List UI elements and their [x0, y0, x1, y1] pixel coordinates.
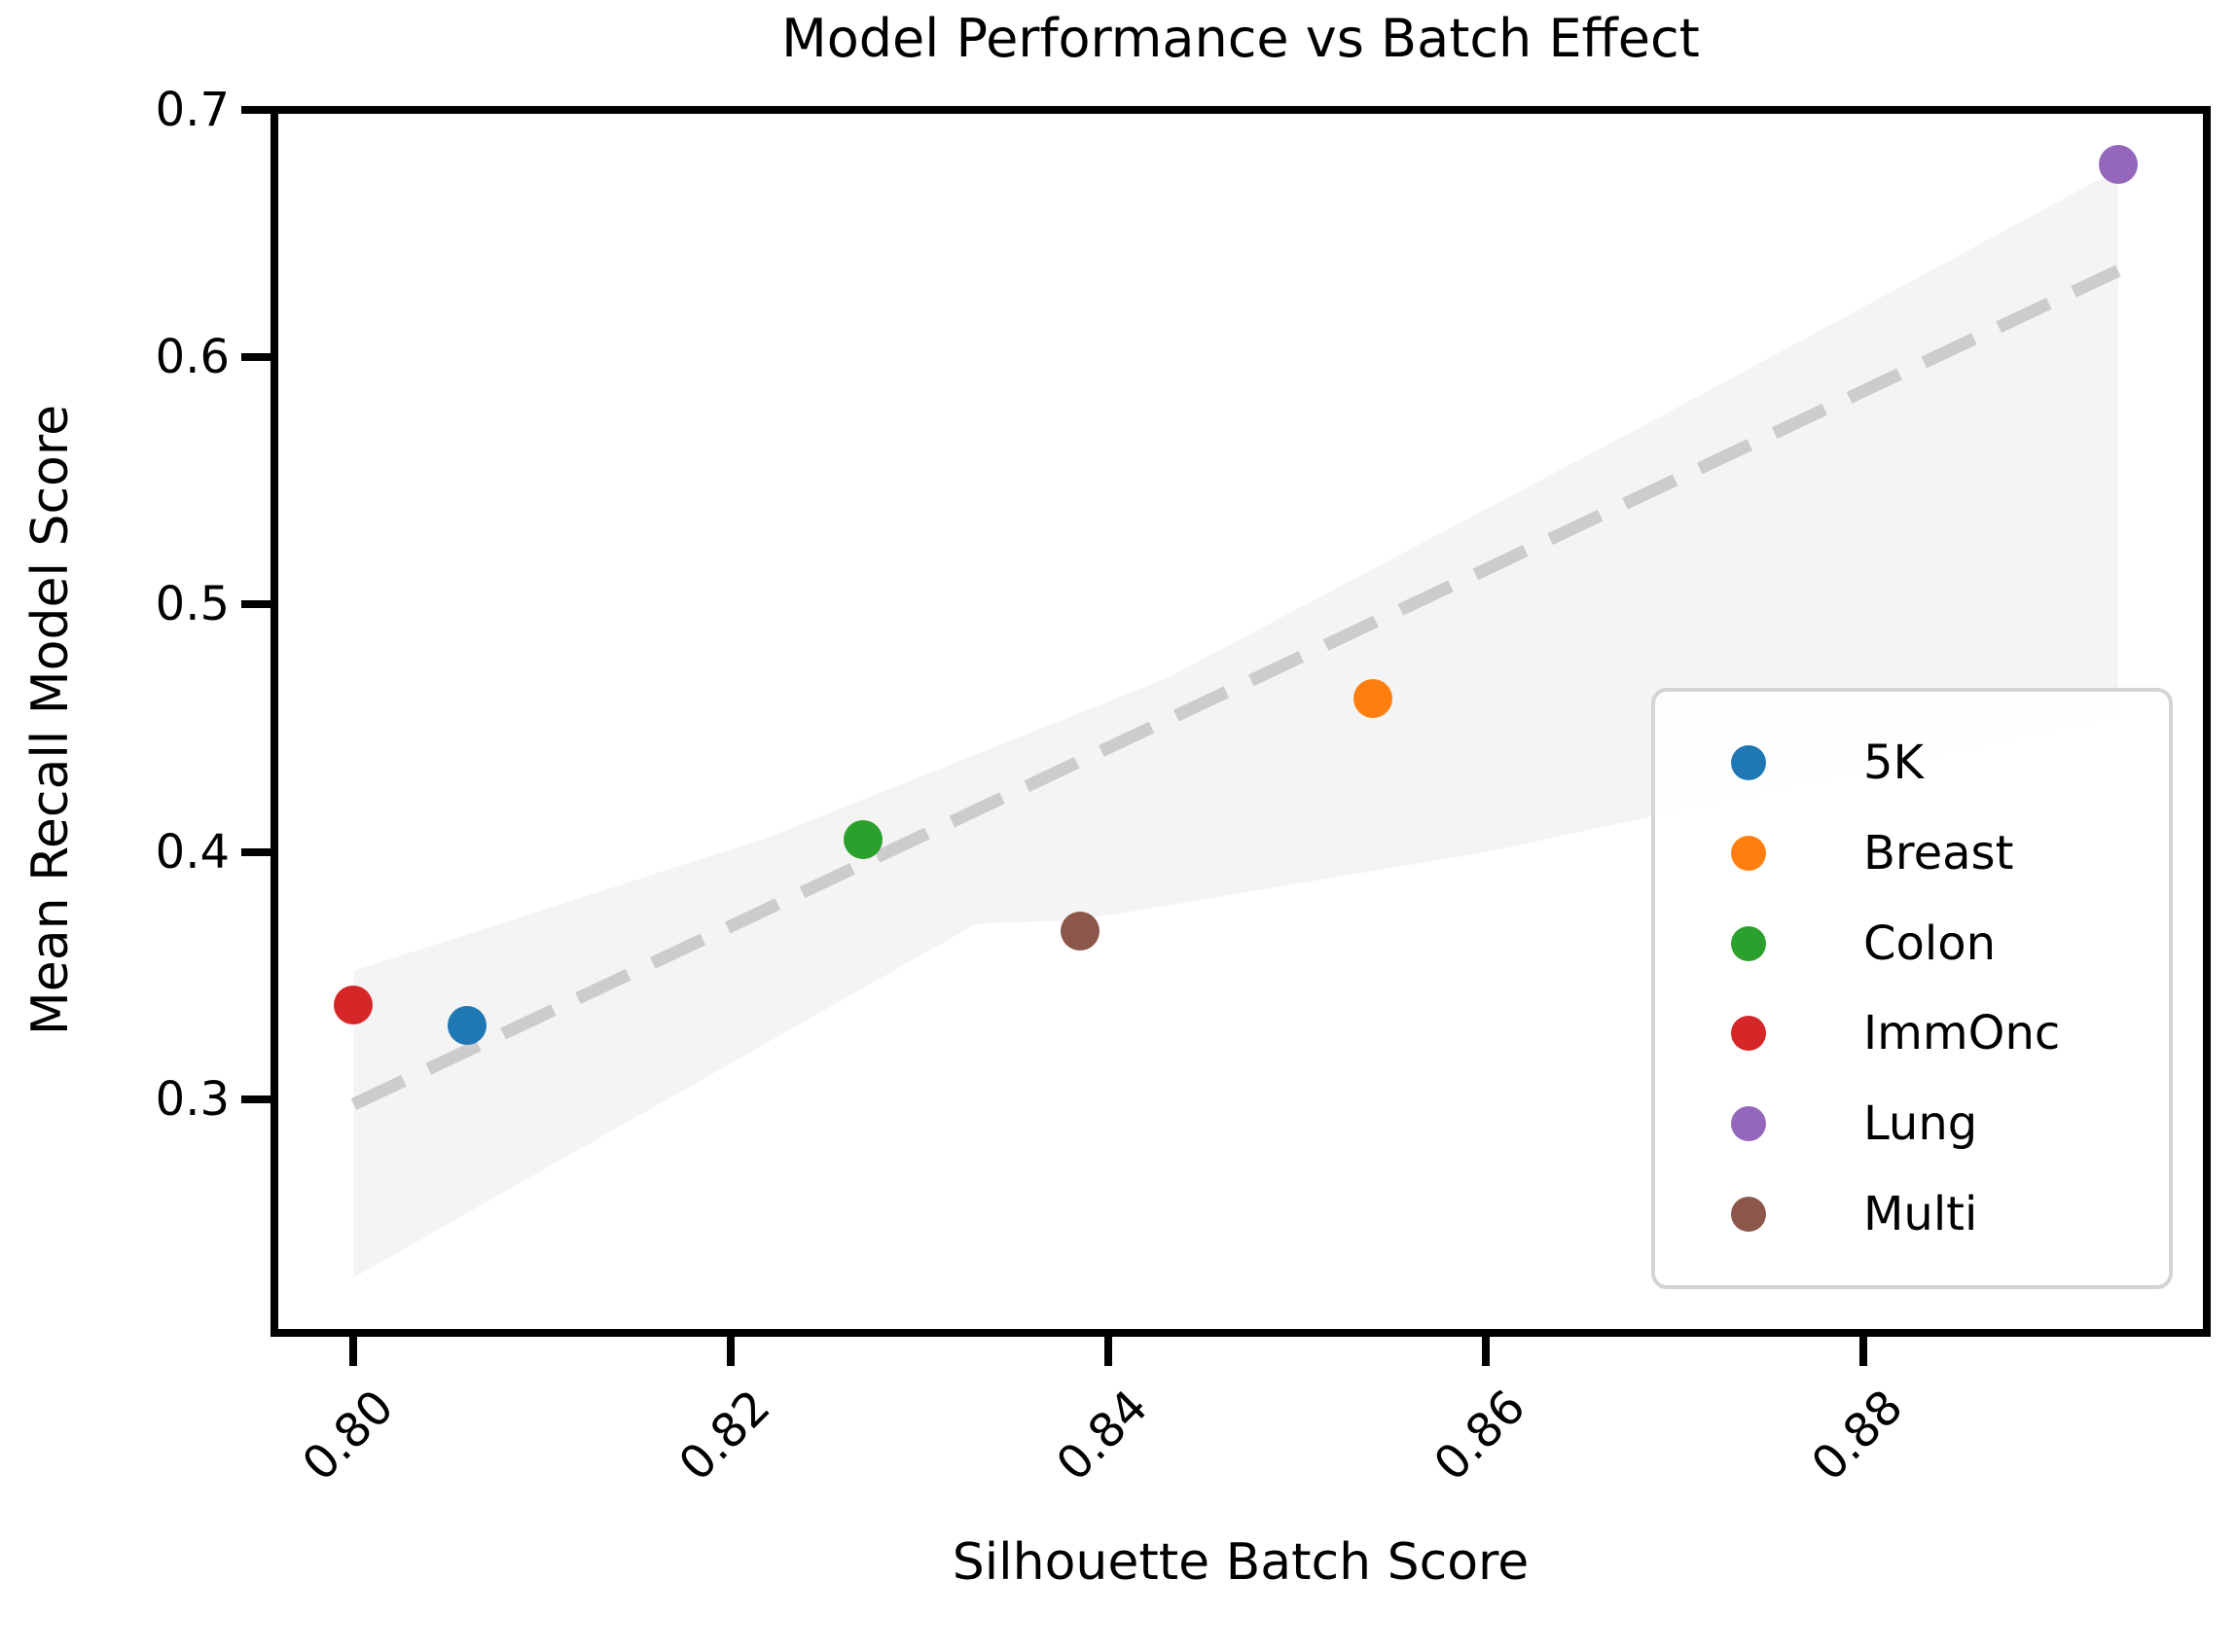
y-tick-mark — [241, 600, 270, 609]
y-tick-label: 0.6 — [155, 330, 230, 385]
y-tick-label: 0.4 — [155, 824, 230, 880]
y-tick-label: 0.7 — [155, 83, 230, 137]
legend-item-Multi: Multi — [1655, 1187, 2169, 1241]
x-tick-mark — [349, 1337, 358, 1366]
legend-label: Lung — [1863, 1096, 1978, 1152]
trend-line — [350, 265, 2121, 1110]
legend-item-Colon: Colon — [1655, 916, 2169, 971]
y-tick-mark — [241, 1095, 270, 1103]
legend-dot-icon — [1731, 835, 1766, 871]
legend-item-5K: 5K — [1655, 736, 2169, 790]
y-tick-label: 0.5 — [155, 577, 230, 632]
y-tick-mark — [241, 847, 270, 856]
y-tick-label: 0.3 — [155, 1071, 230, 1127]
legend-label: Colon — [1863, 916, 1997, 971]
legend-dot-icon — [1731, 1016, 1766, 1052]
legend-dot-icon — [1731, 925, 1766, 961]
x-tick-mark — [1482, 1337, 1491, 1366]
legend-dot-icon — [1731, 1106, 1766, 1142]
confidence-band — [353, 169, 2118, 1278]
legend-item-Lung: Lung — [1655, 1096, 2169, 1151]
x-axis-label: Silhouette Batch Score — [952, 1533, 1530, 1592]
legend-label: ImmOnc — [1863, 1006, 2061, 1061]
x-tick-mark — [727, 1337, 736, 1366]
legend-label: Breast — [1863, 825, 2014, 880]
legend-label: 5K — [1863, 735, 1925, 790]
point-ImmOnc — [334, 986, 374, 1025]
legend-label: Multi — [1863, 1187, 1978, 1242]
legend: 5K Breast Colon ImmOnc Lung Multi — [1651, 688, 2173, 1289]
chart-title: Model Performance vs Batch Effect — [781, 8, 1700, 69]
point-Breast — [1352, 679, 1392, 719]
point-Colon — [844, 820, 884, 860]
point-5K — [447, 1005, 487, 1045]
y-tick-mark — [241, 106, 270, 114]
point-Multi — [1061, 912, 1100, 952]
x-tick-mark — [1859, 1337, 1868, 1366]
legend-dot-icon — [1731, 744, 1766, 780]
x-tick-mark — [1104, 1337, 1113, 1366]
legend-item-Breast: Breast — [1655, 826, 2169, 880]
legend-dot-icon — [1731, 1197, 1766, 1233]
point-Lung — [2098, 144, 2138, 184]
legend-item-ImmOnc: ImmOnc — [1655, 1006, 2169, 1060]
y-tick-mark — [241, 353, 270, 362]
